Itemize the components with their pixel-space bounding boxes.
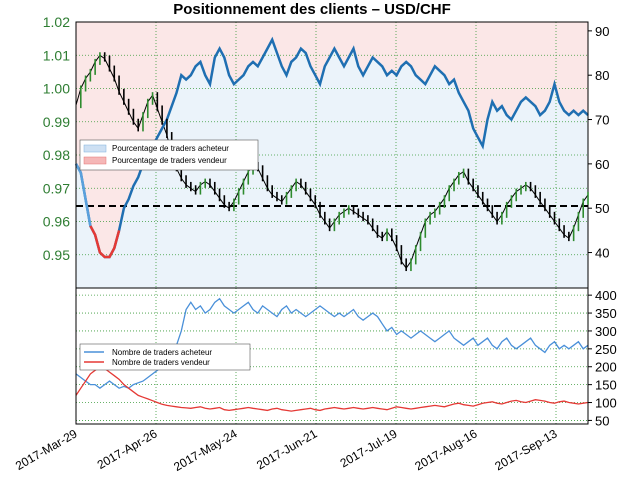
bottom-right-tick-label: 50: [595, 413, 609, 428]
x-tick-label: 2017-Jul-19: [338, 426, 400, 470]
bottom-right-tick-label: 250: [595, 342, 617, 357]
legend-label-buyer: Pourcentage de traders acheteur: [112, 144, 229, 153]
x-tick-label: 2017-May-24: [171, 426, 240, 474]
legend-label-buyer-count: Nombre de traders acheteur: [112, 348, 212, 357]
bottom-right-tick-label: 400: [595, 288, 617, 303]
bottom-right-tick-label: 150: [595, 378, 617, 393]
top-panel: 1.02 1.01 1.00 0.99 0.98 0.97 0.96 0.95 90 80 70 6…: [43, 14, 609, 289]
right-tick-label: 50: [595, 201, 609, 216]
left-tick-label: 0.98: [43, 147, 70, 163]
seller-percentage-series: [89, 225, 121, 259]
bottom-right-tick-label: 300: [595, 324, 617, 339]
x-axis: 2017-Mar-29 2017-Apr-26 2017-May-24 2017-Ju…: [13, 426, 560, 474]
legend-label-seller-count: Nombre de traders vendeur: [112, 358, 210, 367]
buyer-percentage-series: [74, 36, 589, 259]
legend-label-seller: Pourcentage de traders vendeur: [112, 156, 227, 165]
left-tick-label: 0.99: [43, 114, 70, 130]
bottom-right-tick-label: 100: [595, 396, 617, 411]
x-tick-label: 2017-Apr-26: [95, 426, 160, 472]
x-tick-label: 2017-Mar-29: [13, 426, 80, 473]
bottom-legend: Nombre de traders acheteur Nombre de tra…: [79, 343, 251, 371]
right-tick-label: 40: [595, 246, 609, 261]
seller-count-series: [75, 365, 589, 412]
bottom-grid: [75, 288, 588, 424]
x-tick-label: 2017-Jun-21: [254, 426, 320, 472]
left-tick-label: 0.97: [43, 180, 70, 196]
x-tick-label: 2017-Sep-13: [492, 426, 559, 473]
right-tick-label: 80: [595, 68, 609, 83]
left-tick-label: 1.00: [43, 81, 70, 97]
left-tick-label: 1.02: [43, 14, 70, 30]
bottom-right-tick-label: 350: [595, 306, 617, 321]
bottom-right-axis: 400 350 300 250 200 150 100 50: [588, 288, 617, 428]
buyer-percentage-series-low: [74, 163, 92, 227]
price-series: [75, 54, 589, 269]
left-tick-label: 1.01: [43, 47, 70, 63]
top-legend: Pourcentage de traders acheteur Pourcent…: [79, 139, 259, 171]
top-right-axis: 90 80 70 60 50 40: [588, 24, 609, 261]
bottom-right-tick-label: 200: [595, 360, 617, 375]
legend-swatch-seller: [83, 156, 107, 165]
left-tick-label: 0.96: [43, 214, 70, 230]
seller-area: [76, 22, 588, 257]
right-tick-label: 60: [595, 157, 609, 172]
left-tick-label: 0.95: [43, 247, 70, 263]
chart-title: Positionnement des clients – USD/CHF: [173, 1, 451, 18]
buyer-area: [76, 39, 588, 289]
right-tick-label: 90: [595, 24, 609, 39]
top-left-axis: 1.02 1.01 1.00 0.99 0.98 0.97 0.96 0.95: [43, 14, 70, 263]
bottom-legend-box: [79, 343, 251, 371]
legend-swatch-buyer: [83, 144, 107, 153]
x-tick-label: 2017-Aug-16: [412, 426, 479, 473]
right-tick-label: 70: [595, 113, 609, 128]
bottom-panel-frame: [75, 287, 589, 425]
top-legend-box: [79, 139, 259, 171]
